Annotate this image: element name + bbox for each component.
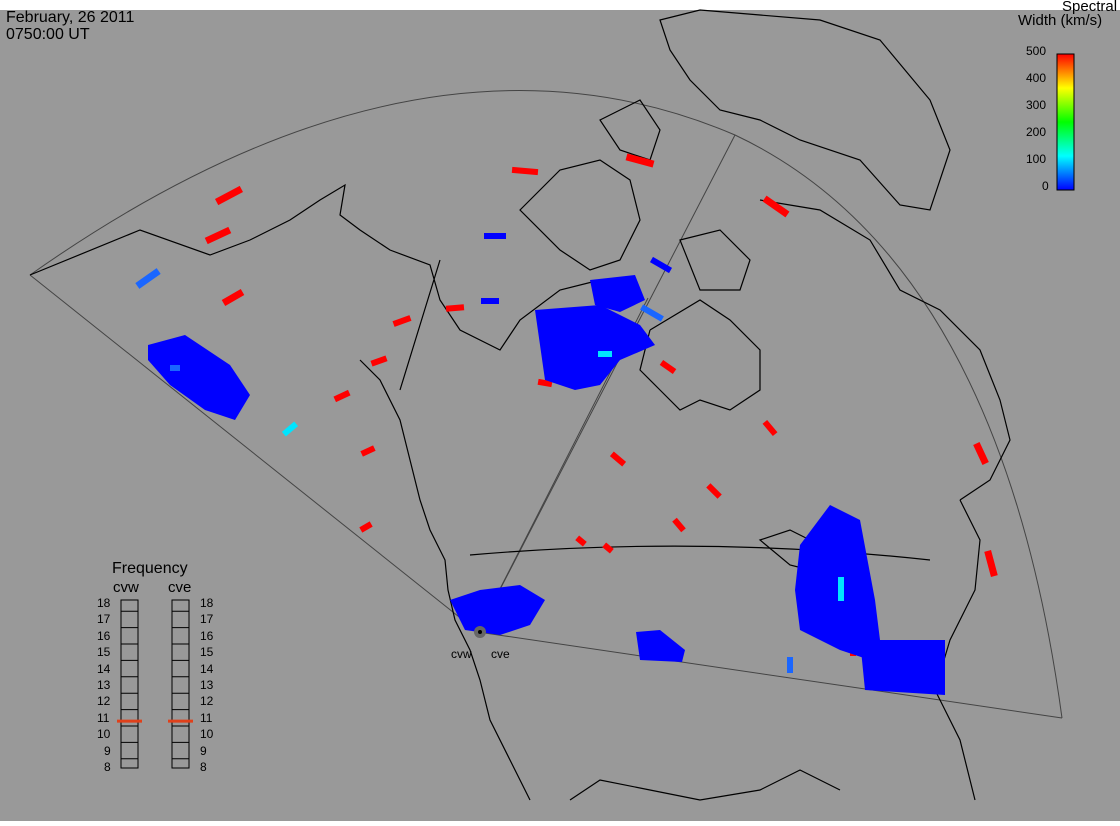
hudson-bay — [639, 299, 761, 411]
colorbar-tick-500: 500 — [1026, 44, 1047, 58]
echo-cell — [511, 166, 539, 176]
echo-region — [450, 585, 545, 635]
political-border — [399, 259, 931, 561]
arctic-islands — [519, 99, 751, 291]
frequency-scale-label: 13 — [200, 678, 214, 692]
cvw-frequency-bar — [120, 599, 139, 769]
colorbar-tick-100: 100 — [1026, 152, 1047, 166]
frequency-scale-label: 16 — [97, 628, 111, 643]
echo-cell — [984, 550, 998, 577]
echo-cell — [973, 442, 989, 465]
colorbar-title-line2: Width (km/s) — [1018, 12, 1103, 29]
frequency-scale-label: 14 — [97, 661, 111, 676]
echo-cell — [659, 359, 677, 375]
echo-cell — [445, 304, 465, 312]
echo-cell — [360, 445, 376, 457]
echo-cell — [609, 451, 627, 467]
time-label: 0750:00 UT — [6, 26, 90, 43]
echo-cell — [598, 351, 612, 357]
frequency-scale-label: 10 — [97, 727, 111, 742]
echo-region — [148, 335, 250, 420]
colorbar-ramp — [1056, 53, 1075, 191]
echo-cell — [204, 226, 232, 245]
fov-outer-arc — [29, 90, 1063, 719]
cve-site-label: cve — [491, 647, 510, 661]
frequency-scale-label: 12 — [97, 694, 111, 709]
echo-cell — [625, 153, 655, 168]
echo-cell — [602, 542, 614, 554]
cvw-site-label: cvw — [451, 647, 472, 661]
echo-cell — [170, 365, 180, 371]
fov-center-line-1 — [477, 134, 736, 633]
us-east-coast — [934, 499, 981, 801]
canada-pacific-coast — [359, 359, 531, 801]
fov-left-edge — [29, 274, 479, 633]
echo-region — [860, 640, 945, 695]
frequency-scale-label: 14 — [200, 661, 214, 676]
radar-echoes — [135, 153, 998, 695]
lower-coast — [569, 769, 841, 801]
frequency-scale-label: 18 — [97, 596, 111, 610]
frequency-scale-label: 8 — [104, 760, 111, 774]
echo-cell — [575, 535, 587, 547]
echo-cell — [640, 304, 664, 322]
colorbar-tick-300: 300 — [1026, 98, 1047, 112]
frequency-scale-label: 15 — [97, 645, 111, 660]
frequency-scale-label: 12 — [200, 694, 214, 709]
radar-site-dot — [478, 630, 482, 634]
colorbar-title-line1: Spectral — [1062, 0, 1118, 15]
echo-region — [535, 305, 655, 390]
labrador-coast — [759, 199, 1011, 501]
frequency-scale-label: 9 — [200, 743, 207, 758]
echo-cell — [672, 517, 686, 533]
frequency-scale-label: 17 — [97, 612, 111, 627]
radar-sites: cvw cve — [451, 626, 510, 661]
frequency-scale-label: 15 — [200, 645, 214, 660]
echo-cell — [135, 268, 161, 289]
map-background — [0, 10, 1120, 821]
frequency-title: Frequency — [112, 560, 188, 577]
echo-cell — [649, 256, 673, 274]
colorbar-tick-200: 200 — [1026, 125, 1047, 139]
echo-cell — [762, 195, 790, 218]
echo-cell — [787, 657, 793, 673]
frequency-scale-label: 18 — [200, 596, 214, 610]
frequency-scale-label: 11 — [97, 710, 110, 725]
cve-frequency-bar — [171, 599, 190, 769]
echo-cell — [281, 421, 299, 437]
frequency-scale-label: 11 — [200, 710, 213, 725]
echo-cell — [214, 185, 244, 206]
alaska-coast — [29, 183, 601, 351]
frequency-panel — [117, 599, 193, 769]
echo-cell — [370, 355, 388, 367]
echo-cell — [221, 288, 245, 307]
echo-region — [590, 275, 645, 312]
cve-panel-label: cve — [168, 579, 192, 596]
echo-region — [795, 505, 880, 660]
frequency-scale-label: 8 — [200, 760, 207, 774]
echo-cell — [392, 315, 412, 327]
colorbar-tick-400: 400 — [1026, 71, 1047, 85]
frequency-ticks — [121, 610, 189, 760]
echo-cell — [359, 521, 373, 533]
echo-cell — [333, 389, 351, 403]
echo-cell — [481, 298, 499, 304]
frequency-scale-label: 10 — [200, 727, 214, 742]
frequency-scale-label: 9 — [104, 743, 111, 758]
date-label: February, 26 2011 — [6, 9, 135, 26]
frequency-scale-label: 17 — [200, 612, 214, 627]
echo-region — [636, 630, 685, 662]
echo-cell — [484, 233, 506, 239]
greenland — [659, 9, 951, 211]
echo-cell — [706, 483, 722, 499]
colorbar-tick-0: 0 — [1042, 179, 1049, 193]
frequency-scale-label: 16 — [200, 628, 214, 643]
cvw-panel-label: cvw — [113, 579, 139, 596]
echo-cell — [762, 419, 778, 437]
echo-cell — [838, 577, 844, 601]
frequency-scale-label: 13 — [97, 678, 111, 692]
fov-right-edge — [477, 631, 1063, 719]
